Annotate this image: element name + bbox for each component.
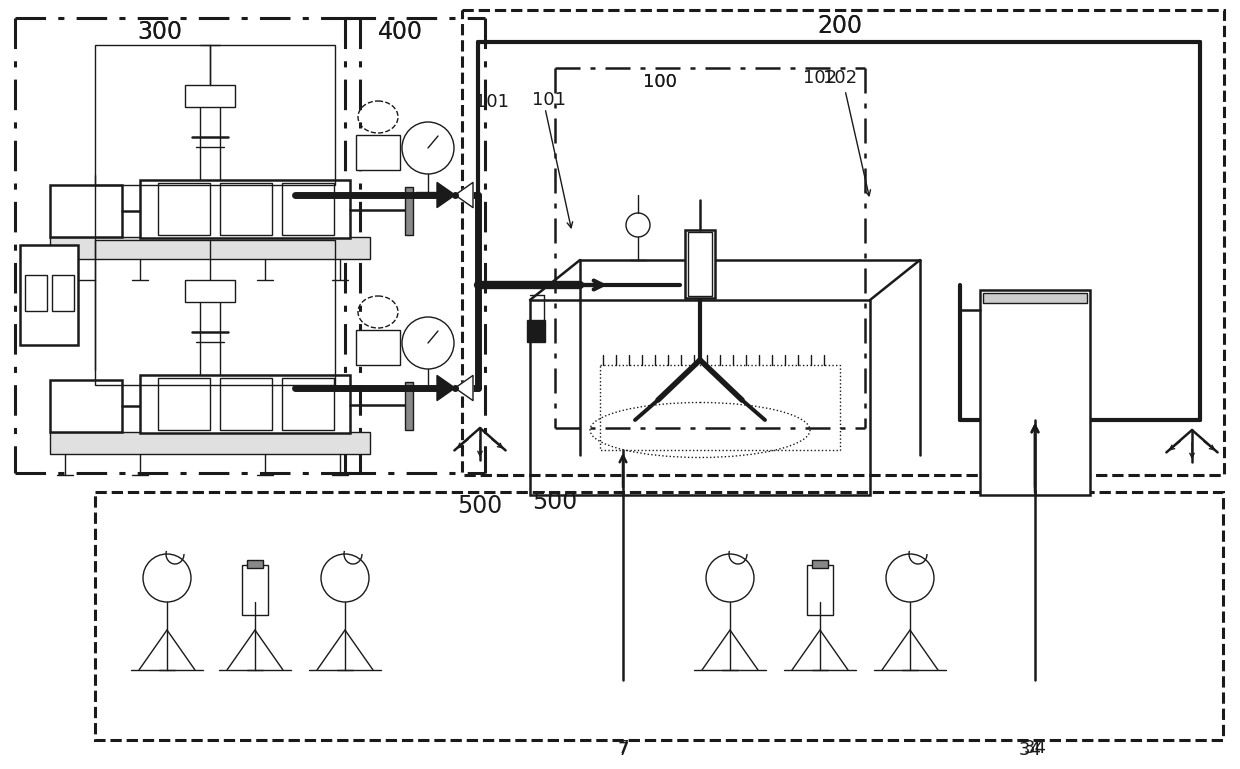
Polygon shape [436,375,455,401]
Bar [527,320,546,342]
Bar [600,365,839,450]
Bar [95,492,1223,740]
Bar [281,378,334,430]
Bar [463,10,1224,475]
Ellipse shape [358,101,398,133]
Bar [50,432,370,454]
Bar [684,230,715,298]
Text: 300: 300 [138,20,182,44]
Text: 34: 34 [1023,739,1047,757]
Bar [52,275,74,311]
Bar [157,378,210,430]
Text: 101: 101 [475,93,508,111]
Circle shape [66,386,105,426]
Text: 200: 200 [817,14,863,38]
Bar [247,560,263,568]
Circle shape [66,191,105,231]
Circle shape [321,554,370,602]
Bar [50,185,122,237]
Bar [529,300,870,495]
Bar [405,382,413,430]
Circle shape [402,317,454,369]
Text: 400: 400 [377,20,423,44]
Text: 100: 100 [644,73,677,91]
Bar [281,183,334,235]
Text: 100: 100 [644,73,677,91]
Text: 7: 7 [618,739,629,757]
Bar [157,183,210,235]
Bar [95,45,335,185]
Bar [185,85,236,107]
Text: 500: 500 [458,494,502,518]
Bar [140,180,350,238]
Ellipse shape [358,296,398,328]
Bar [219,183,272,235]
Text: 400: 400 [377,20,423,44]
Bar [356,330,401,365]
Text: 500: 500 [532,490,578,514]
Circle shape [402,122,454,174]
Bar [807,565,833,615]
Text: 102: 102 [823,69,857,87]
Bar [980,290,1090,495]
Circle shape [706,554,754,602]
Text: 300: 300 [138,20,182,44]
Bar [185,280,236,302]
Polygon shape [455,375,472,401]
Bar [688,232,712,296]
Bar [405,187,413,235]
Text: 101: 101 [532,91,565,109]
Bar [356,135,401,170]
Bar [242,565,268,615]
Polygon shape [455,182,472,208]
Bar [140,375,350,433]
Circle shape [143,554,191,602]
Bar [95,240,335,385]
Bar [983,293,1087,303]
Text: 102: 102 [804,69,837,87]
Bar [50,380,122,432]
Bar [50,237,370,259]
Bar [219,378,272,430]
Bar [812,560,828,568]
Text: 34: 34 [1018,741,1042,759]
Circle shape [626,213,650,237]
Polygon shape [436,182,455,208]
Bar [25,275,47,311]
Text: 200: 200 [817,14,863,38]
Bar [20,245,78,345]
Circle shape [887,554,934,602]
Text: 7: 7 [618,741,629,759]
